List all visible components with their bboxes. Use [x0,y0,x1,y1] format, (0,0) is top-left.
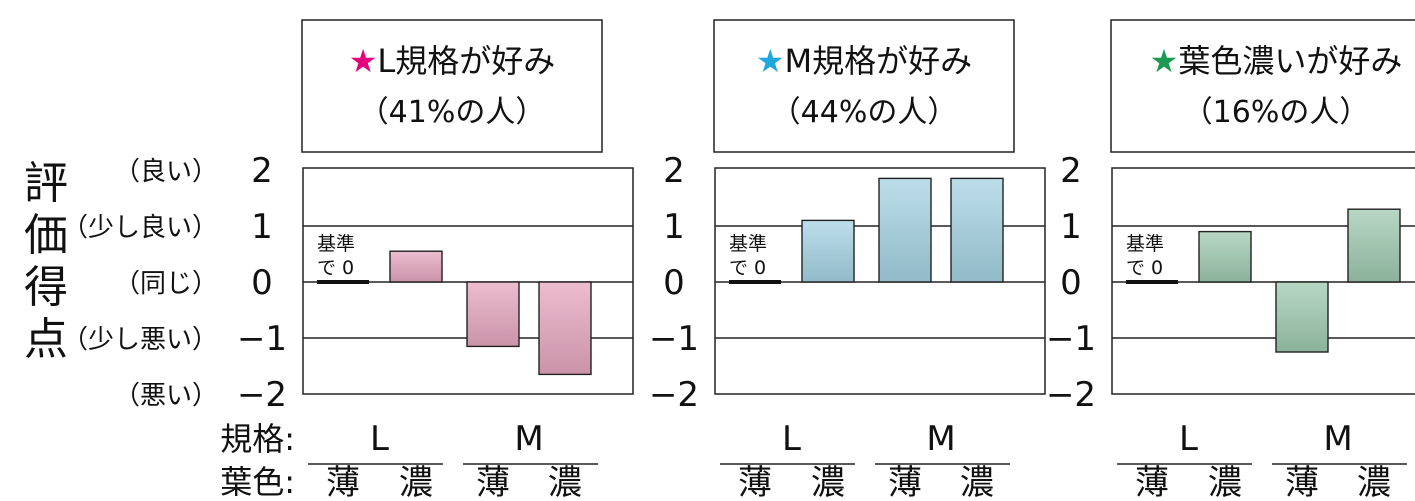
bar-濃-4 [538,281,592,376]
y-tick-label: 0 [663,263,685,303]
reference-note-line2: で 0 [729,257,766,279]
reference-note-line2: で 0 [1126,257,1163,279]
y-tick-label: 0 [251,263,273,303]
group-label-L: L [1179,419,1198,459]
y-tick-label: −2 [649,375,699,415]
category-label: 濃 [960,463,994,501]
y-tick-label: 2 [251,151,273,191]
group-label-M: M [1323,419,1352,459]
y-tick-label: 1 [663,207,685,247]
group-label-M: M [926,419,955,459]
star-icon: ★ [756,42,785,80]
category-label: 薄 [1135,463,1169,501]
rating-label-slightly-good: （少し良い） [62,213,218,243]
panel-subtitle: （41%の人） [359,95,546,130]
y-tick-label: 2 [663,151,685,191]
legend-box [1110,19,1415,153]
x-axis-name-leaf-color: 葉色: [220,463,295,501]
category-label: 薄 [888,463,922,501]
rating-label-good: （良い） [114,157,218,187]
rating-label-same: （同じ） [114,269,218,299]
reference-note-line1: 基準 [729,233,767,255]
x-axis-name-size: 規格: [220,420,295,458]
group-label-L: L [370,419,389,459]
bar-濃-4 [950,177,1004,283]
y-axis-title-char-1: 評 [24,158,68,209]
category-label: 濃 [1357,463,1391,501]
bar-濃-2 [389,250,443,283]
y-axis-title-char-2: 価 [24,210,68,261]
rating-label-bad: （悪い） [114,381,218,411]
chart-panel-1: ★L規格が好み（41%の人）210−1−2基準で 0L M薄濃薄濃 [237,19,634,501]
panel-title: ★葉色濃いが好み [1150,42,1403,80]
y-axis-title: 評 価 得 点 [24,158,68,365]
legend-box [301,19,603,153]
reference-note-line1: 基準 [317,233,355,255]
category-label: 薄 [326,463,360,501]
y-tick-label: 0 [1060,263,1082,303]
category-label: 濃 [811,463,845,501]
panel-title-text: L規格が好み [377,42,555,80]
y-tick-label: 1 [251,207,273,247]
y-tick-label: −1 [1046,319,1096,359]
category-label: 薄 [476,463,510,501]
reference-note-line2: で 0 [317,257,354,279]
reference-note-line1: 基準 [1126,233,1164,255]
panel-subtitle: （16%の人） [1183,95,1370,130]
group-label-L: L [782,419,801,459]
legend-box [713,19,1015,153]
bar-薄-3 [878,177,932,283]
bar-薄-3 [1275,281,1329,353]
panel-title-text: 葉色濃いが好み [1178,42,1402,80]
chart-panel-3: ★葉色濃いが好み（16%の人）210−1−2基準で 0L M薄濃薄濃 [1046,19,1415,501]
star-icon: ★ [1150,42,1179,80]
bar-濃-2 [1198,230,1252,283]
y-tick-label: 2 [1060,151,1082,191]
panel-title: ★L規格が好み [349,42,556,80]
chart-panel-2: ★M規格が好み（44%の人）210−1−2基準で 0L M薄濃薄濃 [649,19,1046,501]
category-label: 濃 [548,463,582,501]
rating-label-slightly-bad: （少し悪い） [62,325,218,355]
panel-title-text: M規格が好み [785,42,973,80]
y-axis-title-char-4: 点 [24,314,68,365]
category-label: 濃 [399,463,433,501]
y-axis-title-char-3: 得 [24,262,68,313]
rating-labels: （良い） （少し良い） （同じ） （少し悪い） （悪い） [62,157,218,411]
bar-濃-4 [1347,208,1401,283]
category-label: 薄 [1285,463,1319,501]
bar-濃-2 [801,219,855,283]
y-tick-label: −2 [237,375,287,415]
group-label-M: M [514,419,543,459]
category-label: 濃 [1208,463,1242,501]
panel-title: ★M規格が好み [756,42,972,80]
y-tick-label: −2 [1046,375,1096,415]
star-icon: ★ [349,42,378,80]
y-tick-label: −1 [237,319,287,359]
y-tick-label: 1 [1060,207,1082,247]
y-tick-label: −1 [649,319,699,359]
category-label: 薄 [738,463,772,501]
bar-薄-3 [466,281,520,348]
panel-subtitle: （44%の人） [771,95,958,130]
